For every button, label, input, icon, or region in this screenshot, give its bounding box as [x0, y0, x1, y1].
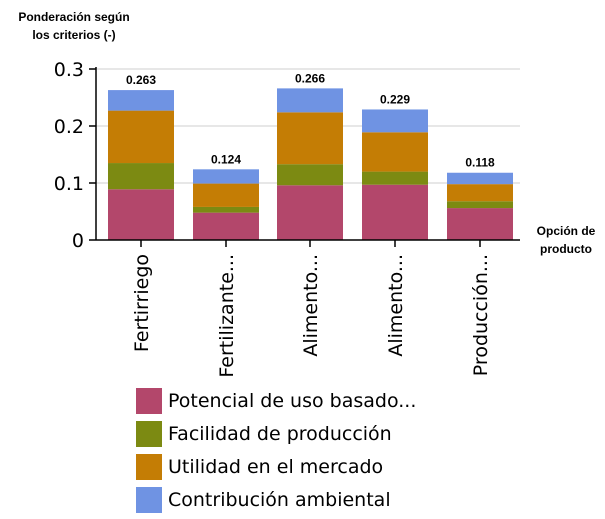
y-axis-title: Ponderación según los criterios (-) [18, 10, 130, 42]
legend-label-potencial: Potencial de uso basado... [168, 389, 417, 412]
bar-total-label: 0.263 [126, 73, 156, 87]
legend-swatch-utilidad [136, 453, 162, 480]
bar-total-label: 0.118 [465, 156, 495, 170]
bar-segment-potencial [362, 184, 428, 240]
bar-segment-utilidad [277, 112, 343, 165]
bar-segment-contribucion [193, 169, 259, 184]
bar-segment-facilidad [193, 206, 259, 213]
legend: Potencial de uso basado... Facilidad de … [136, 384, 416, 516]
bar-segment-utilidad [193, 183, 259, 207]
legend-item-facilidad: Facilidad de producción [136, 417, 416, 450]
bar-segment-utilidad [447, 184, 513, 202]
legend-swatch-contribucion [136, 486, 162, 513]
legend-label-facilidad: Facilidad de producción [168, 422, 392, 445]
y-tick-label: 0.3 [54, 59, 84, 81]
legend-item-utilidad: Utilidad en el mercado [136, 450, 416, 483]
legend-swatch-facilidad [136, 420, 162, 447]
bar-segment-contribucion [108, 90, 174, 111]
bar-total-label: 0.124 [211, 152, 241, 166]
y-tick-label: 0.1 [54, 173, 84, 195]
x-tick-label: Alimento... [385, 254, 407, 357]
x-tick-label: Fertirriego [131, 254, 153, 352]
x-tick-label: Fertilizante... [216, 254, 238, 378]
bar-segment-facilidad [362, 171, 428, 185]
y-tick-label: 0 [72, 230, 84, 252]
bar-segment-utilidad [362, 132, 428, 172]
x-tick-label: Producción... [470, 254, 492, 376]
bar-segment-facilidad [277, 164, 343, 186]
bar-segment-utilidad [108, 110, 174, 164]
x-axis-title: Opción de producto [536, 224, 596, 256]
bar-segment-potencial [447, 208, 513, 240]
legend-label-utilidad: Utilidad en el mercado [168, 455, 384, 478]
legend-swatch-potencial [136, 387, 162, 414]
x-tick-label: Alimento... [300, 254, 322, 357]
bar-total-label: 0.229 [380, 92, 410, 106]
bar-segment-potencial [108, 189, 174, 240]
bar-segment-facilidad [447, 201, 513, 209]
y-tick-label: 0.2 [54, 116, 84, 138]
bar-segment-contribucion [277, 88, 343, 113]
bar-segment-facilidad [108, 163, 174, 190]
bar-segment-potencial [277, 185, 343, 240]
bar-segment-potencial [193, 212, 259, 240]
bar-segment-contribucion [362, 109, 428, 133]
bar-segment-contribucion [447, 172, 513, 185]
legend-label-contribucion: Contribución ambiental [168, 488, 391, 511]
legend-item-contribucion: Contribución ambiental [136, 483, 416, 516]
bar-total-label: 0.266 [295, 71, 325, 85]
legend-item-potencial: Potencial de uso basado... [136, 384, 416, 417]
